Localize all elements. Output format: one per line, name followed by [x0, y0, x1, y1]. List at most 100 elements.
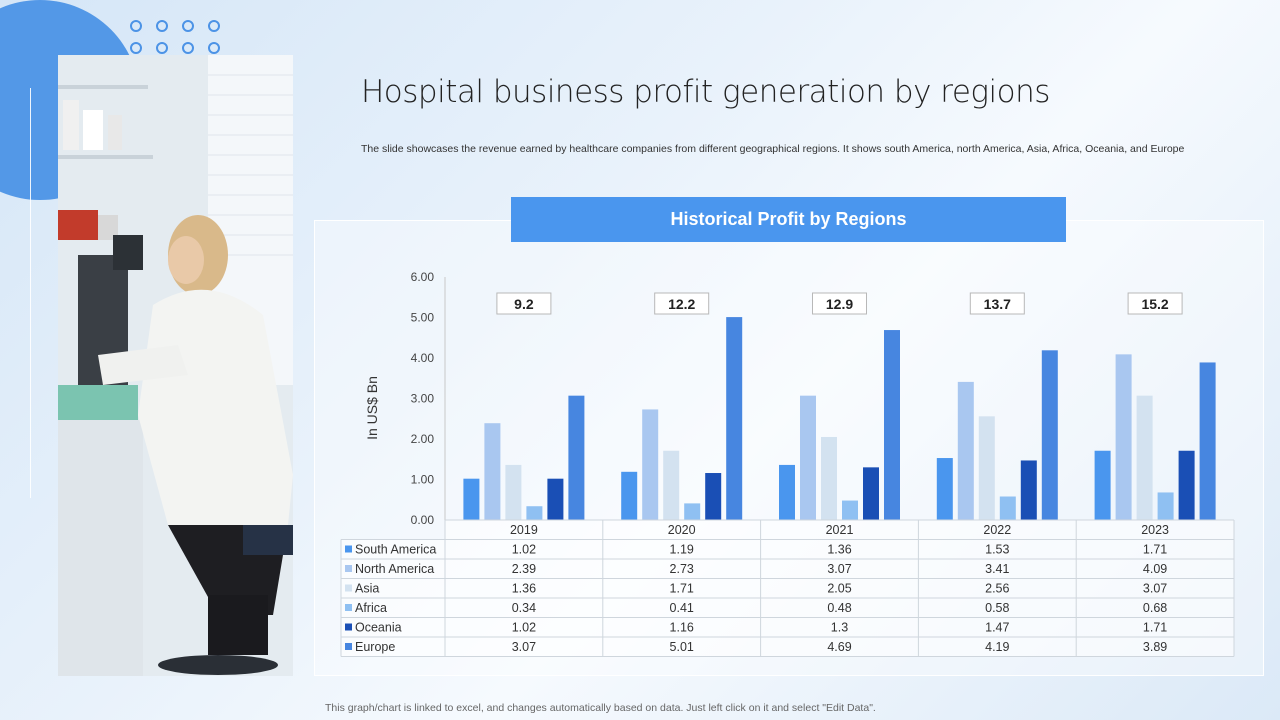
data-table-cell: 4.09	[1143, 562, 1167, 576]
legend-swatch	[345, 545, 352, 553]
data-table-cell: 5.01	[670, 640, 694, 654]
bar	[484, 423, 501, 520]
legend-swatch	[345, 565, 352, 572]
data-table-cell: 0.41	[670, 601, 694, 615]
chart-banner: Historical Profit by Regions	[511, 197, 1066, 242]
data-table-cell: 1.71	[1143, 543, 1167, 557]
bar	[526, 506, 543, 520]
bar	[1199, 362, 1216, 520]
x-tick-label: 2023	[1141, 523, 1169, 537]
data-table-cell: 1.36	[512, 582, 536, 596]
data-table-cell: 1.71	[1143, 621, 1167, 635]
legend-label: Africa	[355, 601, 387, 615]
y-tick-label: 1.00	[411, 473, 435, 487]
total-label-box	[1127, 292, 1183, 315]
bar	[1094, 450, 1111, 520]
bar	[999, 496, 1016, 520]
y-tick-label: 2.00	[411, 432, 435, 446]
bar	[663, 450, 680, 520]
x-tick-label: 2021	[826, 523, 854, 537]
bar	[978, 416, 995, 520]
x-tick-label: 2020	[668, 523, 696, 537]
y-tick-label: 4.00	[411, 351, 435, 365]
data-table-cell: 1.02	[512, 621, 536, 635]
data-table-cell: 3.89	[1143, 640, 1167, 654]
legend-label: North America	[355, 562, 434, 576]
data-table-cell: 3.07	[827, 562, 851, 576]
bar	[842, 500, 858, 520]
bar	[800, 395, 816, 520]
data-table-cell: 4.69	[827, 640, 851, 654]
total-label: 13.7	[984, 296, 1011, 312]
y-tick-label: 6.00	[411, 270, 435, 284]
data-table-cell: 2.39	[512, 562, 536, 576]
total-label-box	[812, 292, 867, 315]
data-table-cell: 4.19	[985, 640, 1009, 654]
data-table-cell: 1.36	[827, 543, 851, 557]
data-table-cell: 3.07	[1143, 582, 1167, 596]
y-tick-label: 0.00	[411, 513, 435, 527]
bar	[779, 464, 795, 520]
bar	[821, 436, 837, 520]
data-table-cell: 2.05	[827, 582, 851, 596]
bar	[684, 503, 701, 520]
bar	[957, 381, 974, 520]
bar	[642, 409, 659, 520]
data-table-cell: 3.41	[985, 562, 1009, 576]
bar	[863, 467, 879, 520]
bar	[884, 330, 900, 520]
bar	[621, 471, 638, 520]
legend-label: Europe	[355, 640, 395, 654]
legend-swatch	[345, 584, 352, 592]
data-table-cell: 2.56	[985, 582, 1009, 596]
data-table-cell: 1.16	[670, 621, 694, 635]
scientist-microscope-photo	[58, 55, 293, 676]
bar	[1041, 350, 1058, 520]
bar	[1157, 492, 1174, 520]
footer-note: This graph/chart is linked to excel, and…	[325, 702, 876, 714]
bar	[1020, 460, 1037, 520]
total-label: 12.9	[826, 296, 853, 312]
data-table-cell: 0.58	[985, 601, 1009, 615]
data-table-cell: 1.71	[670, 582, 694, 596]
data-table-header-bg	[445, 520, 1234, 540]
data-table-cell: 1.53	[985, 543, 1009, 557]
x-tick-label: 2019	[510, 523, 538, 537]
data-table-cell: 1.3	[831, 621, 848, 635]
legend-label: Asia	[355, 582, 379, 596]
total-label-box	[969, 292, 1025, 315]
data-table-cell: 1.02	[512, 543, 536, 557]
bar	[1115, 354, 1132, 520]
total-label: 15.2	[1141, 296, 1168, 312]
data-table-cell: 2.73	[670, 562, 694, 576]
legend-swatch	[345, 643, 352, 650]
legend-swatch	[345, 604, 352, 611]
bar	[1178, 450, 1195, 520]
data-table-cell: 3.07	[512, 640, 536, 654]
legend-label: South America	[355, 543, 436, 557]
legend-label: Oceania	[355, 621, 402, 635]
y-tick-label: 5.00	[411, 311, 435, 325]
decorative-line	[30, 88, 31, 498]
data-table-cell: 1.47	[985, 621, 1009, 635]
total-label-box	[496, 292, 552, 315]
bar	[936, 458, 953, 520]
bar	[568, 395, 585, 520]
bar	[547, 478, 564, 520]
data-table-cell: 0.48	[827, 601, 851, 615]
bar	[463, 478, 480, 520]
data-table-cell: 0.34	[512, 601, 536, 615]
bar	[726, 317, 743, 520]
legend-swatch	[345, 623, 352, 631]
bar	[1136, 395, 1153, 520]
bar	[505, 464, 522, 520]
y-tick-label: 3.00	[411, 392, 435, 406]
bar	[705, 473, 722, 520]
total-label: 9.2	[514, 296, 534, 312]
data-table-cell: 0.68	[1143, 601, 1167, 615]
total-label-box	[654, 292, 710, 315]
total-label: 12.2	[668, 296, 695, 312]
data-table-cell: 1.19	[670, 543, 694, 557]
page-subtitle: The slide showcases the revenue earned b…	[361, 143, 1185, 155]
